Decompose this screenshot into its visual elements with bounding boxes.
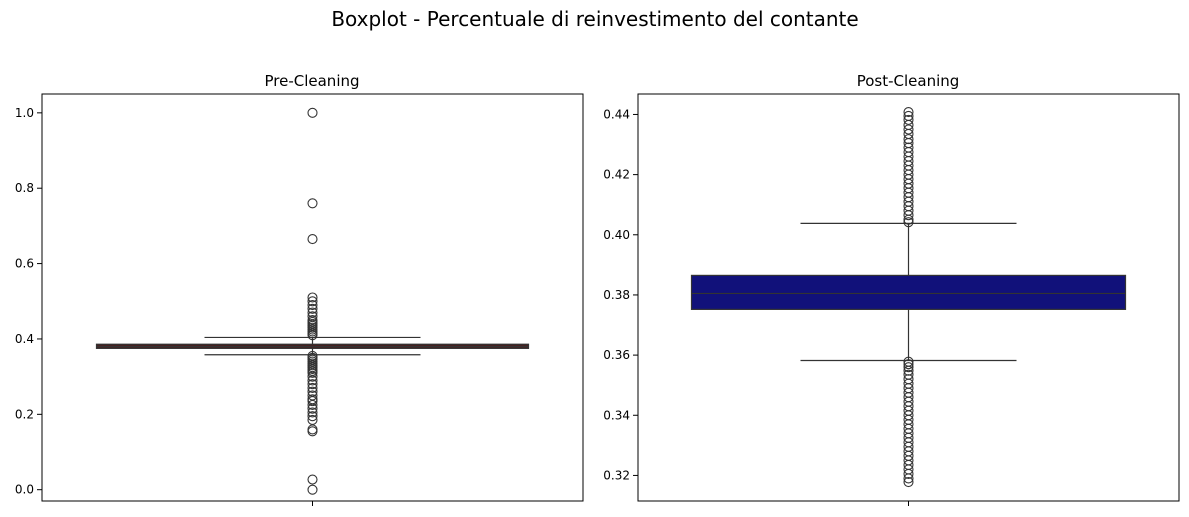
pre-cleaning-outlier-point <box>307 403 318 414</box>
post-cleaning-outlier-point <box>903 134 914 145</box>
pre-cleaning-outlier-point <box>307 198 318 209</box>
post-cleaning-plot: 0.32 0.34 0.36 0.38 0.40 0.42 0.44 <box>603 106 1127 506</box>
post-cleaning-outlier-point <box>903 210 914 221</box>
pre-cleaning-ytick-label: 0.8 <box>15 181 34 195</box>
figure-title: Boxplot - Percentuale di reinvestimento … <box>331 7 858 31</box>
post-cleaning-ytick-label: 0.38 <box>603 288 630 302</box>
pre-cleaning-outlier-point <box>307 234 318 245</box>
post-cleaning-outlier-point <box>903 124 914 135</box>
post-cleaning-outlier-point <box>903 359 914 370</box>
pre-cleaning-outlier-point <box>307 396 318 407</box>
post-cleaning-outlier-point <box>903 365 914 376</box>
post-cleaning-ytick-label: 0.42 <box>603 168 630 182</box>
pre-cleaning-ytick-label: 0.6 <box>15 257 34 271</box>
pre-cleaning-outlier-point <box>307 367 318 378</box>
post-cleaning-ytick-label: 0.34 <box>603 408 630 422</box>
pre-cleaning-outlier-point <box>307 379 318 390</box>
pre-cleaning-ytick-label: 0.2 <box>15 407 34 421</box>
pre-cleaning-outlier-point <box>307 474 318 485</box>
post-cleaning-ytick-label: 0.40 <box>603 228 630 242</box>
pre-cleaning-outlier-point <box>307 484 318 495</box>
post-cleaning-outlier-point <box>903 473 914 484</box>
pre-cleaning-outlier-point <box>307 292 318 303</box>
post-cleaning-ytick-label: 0.44 <box>603 107 630 121</box>
post-cleaning-outlier-point <box>903 214 914 225</box>
pre-cleaning-outlier-point <box>307 375 318 386</box>
post-cleaning-box <box>690 274 1127 310</box>
pre-cleaning-outlier-point <box>307 330 318 341</box>
pre-cleaning-ytick-label: 0.0 <box>15 483 34 497</box>
pre-cleaning-outlier-point <box>307 303 318 314</box>
pre-cleaning-outlier-point <box>307 296 318 307</box>
panel-pre-cleaning: Pre-Cleaning 0.0 0.2 0.4 0.6 0.8 1.0 <box>15 72 584 506</box>
panel-post-cleaning: Post-Cleaning 0.320.340.360.380.400.420.… <box>603 72 1180 506</box>
post-cleaning-outlier-point <box>903 217 914 228</box>
pre-cleaning-outlier-point <box>307 382 318 393</box>
pre-cleaning-outlier-point <box>307 426 318 437</box>
pre-cleaning-outlier-point <box>307 371 318 382</box>
post-cleaning-outlier-point <box>903 106 914 118</box>
post-cleaning-outlier-point <box>903 114 914 125</box>
pre-cleaning-title: Pre-Cleaning <box>264 72 359 90</box>
post-cleaning-outlier-point <box>903 468 914 479</box>
post-cleaning-title: Post-Cleaning <box>857 72 960 90</box>
post-cleaning-ytick-label: 0.32 <box>603 468 630 482</box>
pre-cleaning-ytick-label: 0.4 <box>15 332 34 346</box>
pre-cleaning-outlier-point <box>307 107 318 118</box>
pre-cleaning-axes-frame <box>41 93 584 502</box>
pre-cleaning-outlier-point <box>307 299 318 311</box>
pre-cleaning-outlier-point <box>307 399 318 410</box>
post-cleaning-outlier-point <box>903 362 914 373</box>
post-cleaning-ytick-label: 0.36 <box>603 348 630 362</box>
pre-cleaning-outlier-point <box>307 411 318 422</box>
post-cleaning-axes-frame <box>637 93 1180 502</box>
pre-cleaning-outlier-point <box>307 407 318 418</box>
pre-cleaning-plot: 0.0 0.2 0.4 0.6 0.8 1.0 <box>15 106 530 506</box>
pre-cleaning-ytick-label: 1.0 <box>15 106 34 120</box>
post-cleaning-outlier-point <box>903 476 914 488</box>
